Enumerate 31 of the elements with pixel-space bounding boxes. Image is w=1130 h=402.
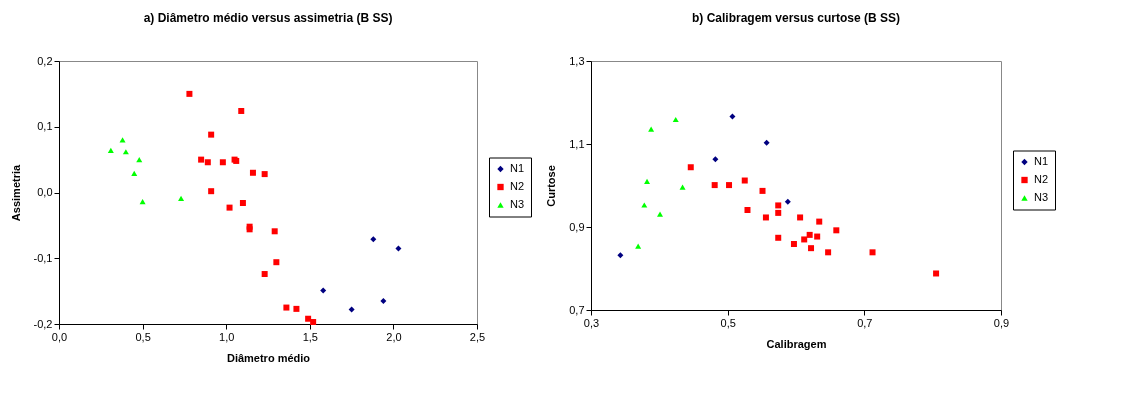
legend-label: N2 [510, 180, 525, 192]
y-tick-label: -0,2 [33, 317, 53, 330]
x-tick-label: 1,0 [219, 330, 235, 343]
x-tick-label: 2,0 [386, 330, 402, 343]
y-tick-label: 0,9 [569, 220, 585, 233]
x-tick-label: 0,5 [135, 330, 151, 343]
legend-label: N1 [1034, 155, 1049, 167]
y-tick-label: 0,0 [37, 186, 53, 198]
chart-title: a) Diâmetro médio versus assimetria (B SS) [143, 11, 393, 25]
x-axis-title: Calibragem [766, 337, 827, 350]
x-tick-label: 0,0 [51, 330, 68, 343]
y-tick-label: 0,7 [569, 303, 585, 316]
x-tick-label: 1,5 [302, 330, 318, 343]
y-tick-label: 0,1 [37, 120, 53, 133]
x-tick-label: 0,5 [720, 316, 736, 329]
y-tick-label: -0,1 [33, 251, 53, 264]
x-axis-title: Diâmetro médio [226, 351, 311, 364]
y-axis-title: Assimetria [9, 164, 22, 222]
legend-label: N2 [1034, 173, 1049, 185]
chart-title: b) Calibragem versus curtose (B SS) [691, 11, 901, 25]
y-tick-label: 1,1 [569, 137, 585, 150]
y-tick-label: 1,3 [569, 54, 585, 67]
x-tick-label: 2,5 [469, 330, 486, 343]
legend-label: N3 [510, 198, 525, 210]
y-axis-title: Curtose [545, 165, 558, 207]
legend-label: N3 [1034, 191, 1049, 203]
x-tick-label: 0,3 [583, 316, 600, 329]
legend-label: N1 [510, 162, 525, 174]
y-tick-label: 0,2 [37, 54, 53, 67]
x-tick-label: 0,9 [993, 316, 1010, 329]
x-tick-label: 0,7 [857, 316, 873, 329]
